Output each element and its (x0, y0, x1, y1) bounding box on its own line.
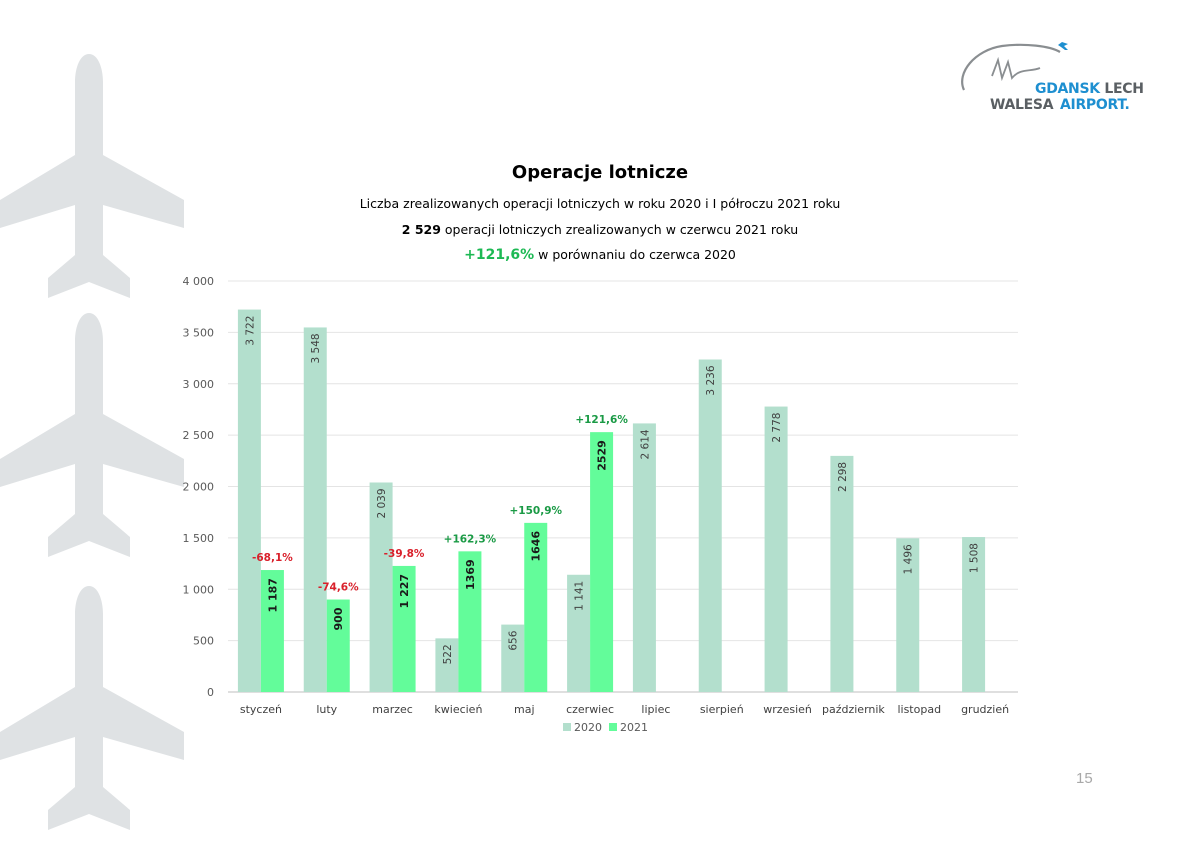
bar-2021 (392, 565, 416, 692)
data-label-2020: 2 039 (376, 488, 388, 518)
airplane-icon (0, 313, 184, 557)
data-label-2020: 3 236 (705, 365, 717, 395)
x-tick-label: październik (822, 703, 885, 716)
legend-label-2020: 2020 (574, 721, 602, 734)
x-tick-label: maj (514, 703, 535, 716)
page-number: 15 (1076, 770, 1093, 787)
june-change: +121,6% (464, 247, 535, 263)
data-label-2020: 3 722 (244, 316, 256, 346)
logo-airport: AIRPORT. (1060, 97, 1130, 113)
x-tick-label: listopad (897, 703, 941, 716)
june-change-text: w porównaniu do czerwca 2020 (538, 247, 736, 262)
legend-swatch-2021 (609, 723, 617, 731)
legend-label-2021: 2021 (620, 721, 648, 734)
y-tick-label: 3 500 (183, 326, 215, 339)
x-tick-label: marzec (372, 703, 413, 716)
bar-2020 (303, 327, 327, 692)
bar-2021 (458, 551, 482, 692)
x-tick-label: kwiecień (434, 703, 482, 716)
small-plane-icon (1058, 42, 1068, 50)
chart-title: Operacje lotnicze (511, 162, 689, 183)
bar-2020 (764, 406, 788, 692)
data-label-2020: 1 141 (574, 581, 586, 611)
y-tick-label: 3 000 (183, 378, 215, 391)
airport-logo (961, 42, 1068, 91)
data-label-2020: 1 496 (903, 544, 915, 574)
y-tick-label: 2 500 (183, 429, 215, 442)
bar-2021 (326, 599, 350, 692)
x-tick-label: styczeń (240, 703, 282, 716)
airplane-icon (0, 586, 184, 830)
data-label-2020: 2 778 (771, 413, 783, 443)
x-tick-label: grudzień (961, 703, 1009, 716)
x-tick-label: luty (316, 703, 337, 716)
logo-walesa: WALESA (990, 97, 1054, 113)
bar-2020 (501, 624, 525, 692)
x-tick-label: lipiec (641, 703, 670, 716)
bar-2020 (237, 309, 261, 692)
y-tick-label: 1 000 (183, 583, 215, 596)
bar-2020 (698, 359, 722, 692)
june-value: 2 529 (401, 222, 441, 237)
data-label-2020: 2 298 (837, 462, 849, 492)
logo-gdansk: GDANSK LECH (1035, 81, 1144, 97)
x-tick-label: wrzesień (763, 703, 812, 716)
data-label-2020: 656 (508, 630, 520, 650)
bar-2020 (632, 423, 656, 692)
bar-2020 (962, 537, 986, 692)
bar-2020 (369, 482, 393, 692)
background-airplanes (0, 54, 184, 830)
data-label-2020: 3 548 (310, 333, 322, 363)
change-annotation: -68,1% (252, 552, 293, 564)
y-tick-label: 4 000 (183, 275, 215, 288)
bar-2021 (260, 570, 284, 692)
change-annotation: +121,6% (575, 414, 628, 426)
data-label-2021: 2529 (596, 440, 609, 471)
bar-2021 (590, 432, 614, 692)
data-label-2020: 2 614 (639, 429, 651, 459)
data-label-2021: 900 (332, 607, 345, 630)
airplane-icon (0, 54, 184, 298)
change-annotation: -39,8% (384, 548, 425, 560)
june-text: operacji lotniczych zrealizowanych w cze… (444, 222, 799, 237)
bar-2020 (435, 638, 459, 692)
legend-swatch-2020 (563, 723, 571, 731)
x-tick-label: sierpień (700, 703, 744, 716)
june-change-summary: +121,6% w porównaniu do czerwca 2020 (300, 247, 900, 263)
y-tick-label: 0 (207, 686, 214, 699)
june-summary: 2 529 operacji lotniczych zrealizowanych… (300, 222, 900, 237)
chart-subtitle: Liczba zrealizowanych operacji lotniczyc… (359, 196, 841, 211)
data-label-2020: 1 508 (969, 543, 981, 573)
data-label-2021: 1 227 (398, 574, 411, 608)
change-annotation: -74,6% (318, 582, 359, 594)
change-annotation: +162,3% (444, 533, 497, 545)
bar-2020 (896, 538, 920, 692)
y-tick-label: 2 000 (183, 481, 215, 494)
y-tick-label: 500 (193, 635, 214, 648)
change-annotation: +150,9% (509, 505, 562, 517)
x-tick-label: czerwiec (566, 703, 614, 716)
data-label-2020: 522 (442, 644, 454, 664)
data-label-2021: 1646 (530, 531, 543, 562)
bar-2020 (830, 455, 854, 692)
bar-2020 (567, 574, 591, 692)
bar-2021 (524, 522, 548, 692)
data-label-2021: 1 187 (266, 578, 279, 612)
y-tick-label: 1 500 (183, 532, 215, 545)
data-label-2021: 1369 (464, 559, 477, 590)
